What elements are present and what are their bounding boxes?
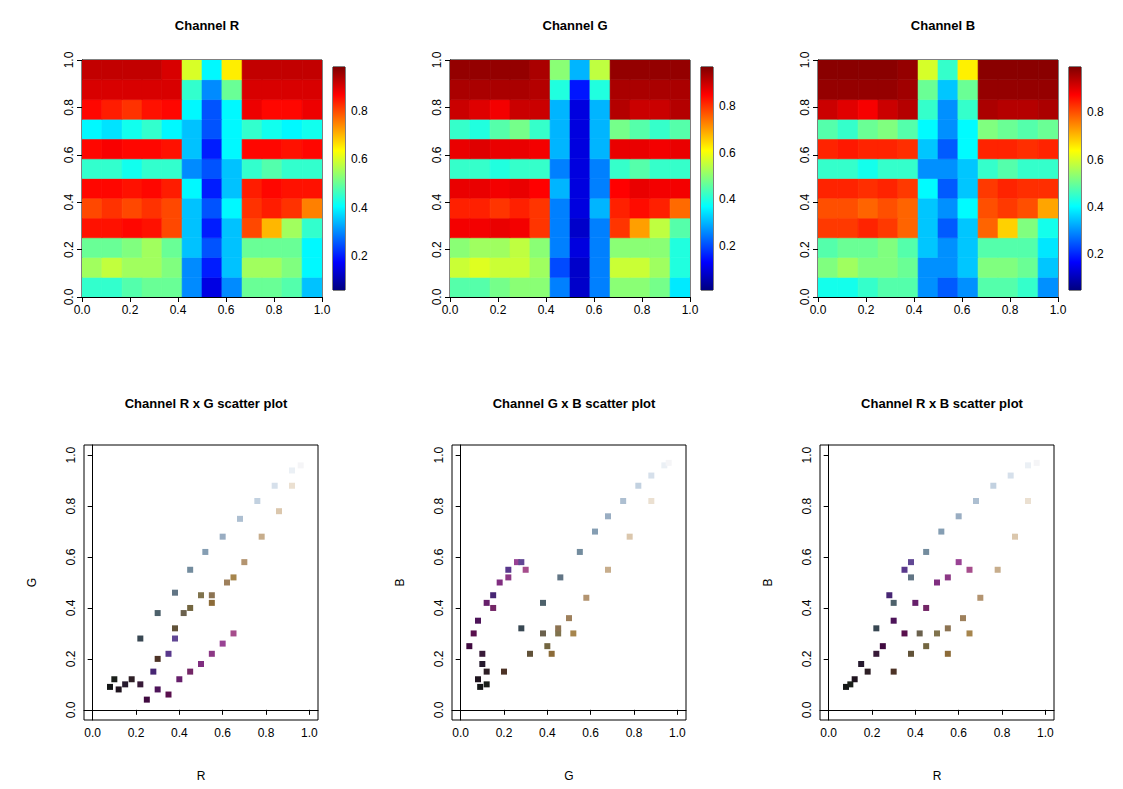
svg-text:0.2: 0.2 [798,241,812,258]
svg-text:0.8: 0.8 [62,99,76,116]
svg-text:0.6: 0.6 [1087,153,1104,167]
svg-text:0.2: 0.2 [432,650,446,667]
svg-text:0.6: 0.6 [62,146,76,163]
svg-text:Channel R: Channel R [175,18,240,33]
svg-text:0.6: 0.6 [218,303,235,317]
svg-text:0.8: 0.8 [994,726,1011,740]
svg-text:0.8: 0.8 [266,303,283,317]
svg-text:0.8: 0.8 [634,303,651,317]
svg-text:0.6: 0.6 [582,726,599,740]
svg-text:0.2: 0.2 [490,303,507,317]
svg-text:0.4: 0.4 [64,599,78,616]
svg-text:0.0: 0.0 [452,726,469,740]
svg-text:0.4: 0.4 [430,194,444,211]
svg-text:B: B [393,578,407,586]
svg-text:0.2: 0.2 [122,303,139,317]
svg-text:0.0: 0.0 [820,726,837,740]
svg-text:0.6: 0.6 [351,152,368,166]
svg-text:0.6: 0.6 [800,548,814,565]
svg-text:0.4: 0.4 [171,726,188,740]
svg-text:1.0: 1.0 [1050,303,1067,317]
svg-text:1.0: 1.0 [62,51,76,68]
svg-text:0.6: 0.6 [430,146,444,163]
svg-text:1.0: 1.0 [432,447,446,464]
svg-text:0.0: 0.0 [430,288,444,306]
svg-text:1.0: 1.0 [669,726,686,740]
svg-text:0.2: 0.2 [64,650,78,667]
svg-text:1.0: 1.0 [798,51,812,68]
svg-text:0.4: 0.4 [907,726,924,740]
svg-text:0.2: 0.2 [62,241,76,258]
svg-text:0.0: 0.0 [798,288,812,306]
svg-text:1.0: 1.0 [682,303,699,317]
svg-text:Channel G x B scatter plot: Channel G x B scatter plot [493,396,656,411]
svg-text:0.0: 0.0 [810,303,827,317]
svg-text:0.6: 0.6 [64,548,78,565]
svg-text:0.6: 0.6 [798,146,812,163]
svg-text:0.8: 0.8 [351,104,368,118]
svg-text:0.4: 0.4 [1087,200,1104,214]
svg-text:0.6: 0.6 [432,548,446,565]
svg-text:Channel B: Channel B [911,18,975,33]
svg-text:0.4: 0.4 [539,726,556,740]
svg-text:Channel R x B scatter plot: Channel R x B scatter plot [861,396,1023,411]
svg-text:1.0: 1.0 [314,303,331,317]
svg-text:0.8: 0.8 [1002,303,1019,317]
svg-text:1.0: 1.0 [1037,726,1054,740]
svg-text:0.4: 0.4 [538,303,555,317]
svg-text:0.2: 0.2 [719,239,736,253]
svg-text:0.4: 0.4 [432,599,446,616]
svg-text:0.8: 0.8 [800,497,814,514]
svg-text:B: B [761,578,775,586]
svg-text:0.4: 0.4 [800,599,814,616]
svg-text:0.0: 0.0 [84,726,101,740]
svg-text:G: G [25,578,39,587]
svg-text:0.6: 0.6 [950,726,967,740]
svg-text:0.0: 0.0 [442,303,459,317]
svg-text:0.4: 0.4 [906,303,923,317]
svg-text:0.8: 0.8 [432,497,446,514]
svg-text:0.8: 0.8 [64,497,78,514]
svg-text:0.2: 0.2 [496,726,513,740]
svg-text:1.0: 1.0 [430,51,444,68]
svg-text:0.2: 0.2 [430,241,444,258]
svg-text:0.0: 0.0 [74,303,91,317]
svg-text:0.2: 0.2 [864,726,881,740]
svg-text:0.8: 0.8 [1087,105,1104,119]
svg-text:0.0: 0.0 [432,701,446,718]
svg-text:R: R [933,769,942,783]
svg-text:0.2: 0.2 [800,650,814,667]
svg-text:0.8: 0.8 [430,99,444,116]
svg-text:0.2: 0.2 [858,303,875,317]
svg-text:R: R [197,769,206,783]
svg-text:Channel G: Channel G [542,18,607,33]
svg-text:0.4: 0.4 [719,192,736,206]
svg-text:0.4: 0.4 [62,194,76,211]
svg-text:0.6: 0.6 [719,146,736,160]
svg-text:0.0: 0.0 [64,701,78,718]
svg-text:1.0: 1.0 [64,447,78,464]
svg-text:0.6: 0.6 [214,726,231,740]
svg-text:0.2: 0.2 [351,249,368,263]
svg-text:G: G [564,769,573,783]
svg-text:0.6: 0.6 [586,303,603,317]
svg-text:0.8: 0.8 [626,726,643,740]
svg-text:1.0: 1.0 [301,726,318,740]
svg-text:0.0: 0.0 [62,288,76,306]
svg-text:0.4: 0.4 [798,194,812,211]
svg-text:0.6: 0.6 [954,303,971,317]
svg-text:1.0: 1.0 [800,447,814,464]
svg-text:0.4: 0.4 [170,303,187,317]
svg-text:0.8: 0.8 [798,99,812,116]
svg-text:0.0: 0.0 [800,701,814,718]
svg-text:0.4: 0.4 [351,201,368,215]
svg-text:Channel R x G scatter plot: Channel R x G scatter plot [125,396,288,411]
svg-text:0.8: 0.8 [719,99,736,113]
svg-text:0.2: 0.2 [128,726,145,740]
svg-text:0.8: 0.8 [258,726,275,740]
svg-text:0.2: 0.2 [1087,247,1104,261]
